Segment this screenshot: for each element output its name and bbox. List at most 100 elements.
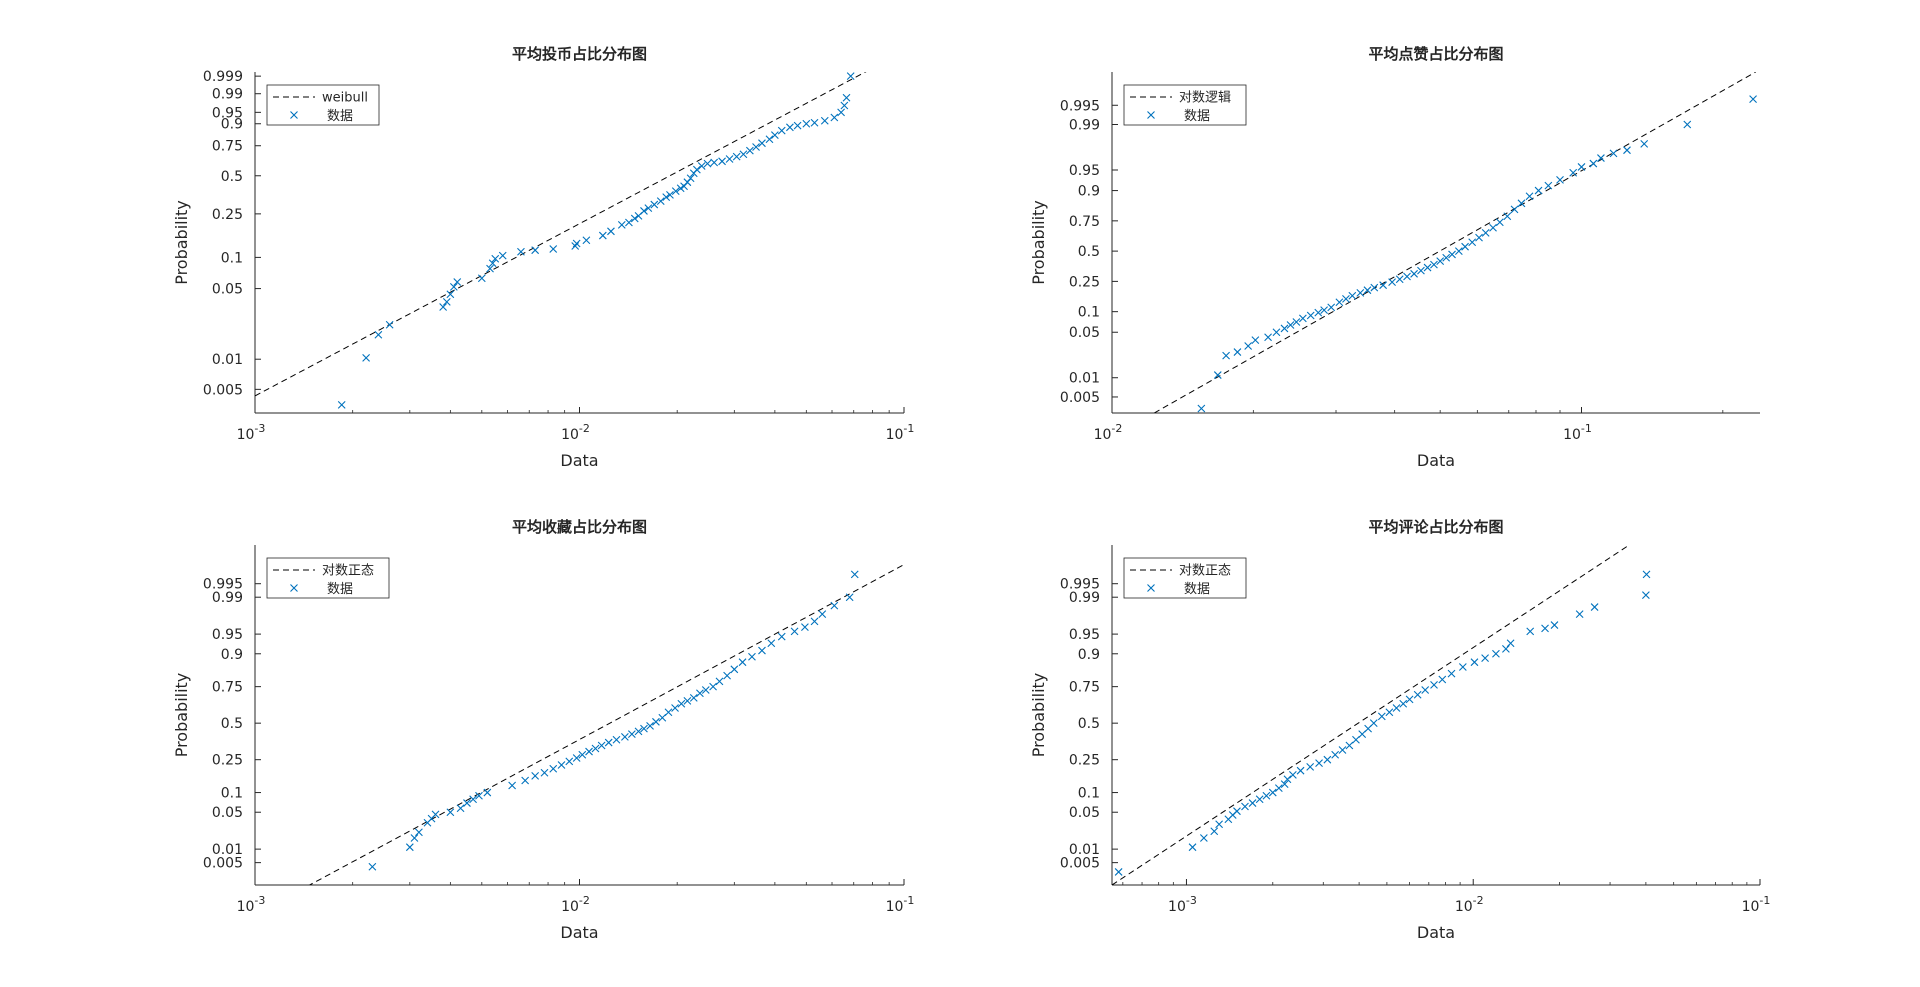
data-point bbox=[1506, 639, 1515, 648]
fit-line bbox=[308, 564, 904, 885]
data-point bbox=[1272, 328, 1281, 337]
x-tick-label: 10-3 bbox=[237, 894, 266, 915]
data-point bbox=[477, 274, 486, 283]
data-point bbox=[1241, 802, 1249, 811]
x-axis-label: Data bbox=[560, 923, 598, 942]
y-tick-label: 0.005 bbox=[1060, 390, 1100, 406]
x-axis-label: Data bbox=[560, 451, 598, 470]
chart-panel-1: 10-3 10-2 10-1 0.005 0.01 0.05 0.1 0.25 0.5 0.75 0… bbox=[172, 45, 914, 470]
y-tick-label: 0.5 bbox=[221, 716, 243, 732]
y-tick-label: 0.01 bbox=[1069, 842, 1100, 858]
data-point bbox=[758, 139, 766, 148]
y-tick-label: 0.1 bbox=[1078, 305, 1100, 321]
y-tick-label: 0.99 bbox=[212, 590, 243, 606]
data-point bbox=[718, 157, 726, 166]
legend-fit-label: weibull bbox=[322, 91, 368, 106]
data-point bbox=[1255, 795, 1264, 804]
data-point bbox=[1517, 199, 1526, 208]
data-point bbox=[368, 862, 377, 871]
data-point bbox=[475, 791, 483, 800]
legend-fit-label: 对数正态 bbox=[322, 564, 374, 579]
data-point bbox=[1283, 775, 1292, 784]
data-point bbox=[337, 400, 346, 409]
data-point bbox=[683, 696, 692, 705]
chart-panel-2: 10-2 10-1 0.005 0.01 0.05 0.1 0.25 0.5 0.75 0.9 0.… bbox=[1029, 45, 1760, 470]
y-tick-label: 0.05 bbox=[1069, 325, 1100, 341]
data-point bbox=[446, 808, 455, 817]
data-point bbox=[640, 724, 648, 733]
data-point bbox=[671, 704, 679, 712]
fit-line bbox=[255, 72, 867, 397]
data-point bbox=[1544, 181, 1553, 190]
data-point bbox=[630, 214, 639, 223]
data-point bbox=[767, 639, 776, 648]
y-tick-label: 0.9 bbox=[221, 117, 243, 133]
data-point bbox=[1597, 154, 1605, 162]
data-point bbox=[1356, 289, 1365, 297]
data-point bbox=[1298, 314, 1307, 323]
data-point bbox=[1550, 621, 1559, 629]
data-point bbox=[446, 290, 455, 299]
y-tick-label: 0.995 bbox=[1060, 98, 1100, 114]
data-point bbox=[1251, 336, 1260, 345]
y-tick-label: 0.99 bbox=[1069, 590, 1100, 606]
data-point bbox=[1199, 834, 1208, 842]
data-point bbox=[1421, 686, 1430, 694]
y-tick-label: 0.01 bbox=[1069, 371, 1100, 387]
data-point bbox=[692, 165, 701, 174]
chart-title: 平均评论占比分布图 bbox=[1368, 518, 1503, 536]
y-tick-label: 0.05 bbox=[212, 282, 243, 298]
data-point bbox=[1534, 186, 1543, 195]
data-point bbox=[730, 665, 739, 674]
data-point bbox=[1403, 272, 1411, 281]
data-point bbox=[508, 781, 517, 790]
x-tick-label: 10-2 bbox=[1094, 422, 1123, 443]
data-point bbox=[820, 116, 829, 125]
data-point bbox=[405, 843, 414, 852]
data-point bbox=[449, 282, 458, 291]
data-point bbox=[1369, 719, 1378, 728]
data-point bbox=[1589, 159, 1598, 168]
data-point bbox=[846, 72, 855, 81]
chart-title: 平均点赞占比分布图 bbox=[1368, 45, 1503, 63]
data-point bbox=[732, 152, 741, 161]
data-point bbox=[431, 810, 440, 819]
y-tick-label: 0.99 bbox=[1069, 118, 1100, 134]
data-point bbox=[1233, 807, 1241, 816]
data-point bbox=[1526, 627, 1535, 636]
data-point bbox=[830, 601, 839, 610]
data-point bbox=[1320, 306, 1328, 315]
data-point bbox=[1642, 570, 1651, 579]
data-point bbox=[640, 207, 648, 215]
y-tick-label: 0.95 bbox=[212, 627, 243, 643]
y-tick-label: 0.1 bbox=[1078, 786, 1100, 802]
data-point bbox=[748, 652, 756, 661]
data-point bbox=[1264, 333, 1272, 342]
data-point bbox=[1338, 746, 1347, 754]
data-point bbox=[549, 245, 558, 253]
data-point bbox=[818, 610, 827, 619]
data-point bbox=[598, 231, 607, 240]
data-point bbox=[1262, 791, 1271, 800]
data-point bbox=[1306, 762, 1315, 771]
data-point bbox=[1363, 286, 1372, 295]
data-point bbox=[646, 721, 654, 730]
data-point bbox=[1495, 218, 1504, 227]
chart-title: 平均投币占比分布图 bbox=[512, 45, 647, 63]
data-point bbox=[770, 131, 779, 139]
data-point bbox=[1609, 149, 1618, 158]
y-tick-label: 0.9 bbox=[1078, 184, 1100, 200]
data-point bbox=[469, 795, 477, 804]
data-point bbox=[565, 757, 574, 766]
data-point bbox=[697, 162, 706, 170]
legend-data-label: 数据 bbox=[327, 109, 353, 124]
data-point bbox=[1327, 303, 1336, 312]
data-point bbox=[842, 93, 851, 102]
data-point bbox=[793, 121, 802, 130]
data-point bbox=[801, 623, 809, 631]
data-point bbox=[1385, 708, 1394, 717]
legend-data-swatch bbox=[290, 584, 298, 592]
y-tick-label: 0.9 bbox=[1078, 647, 1100, 663]
